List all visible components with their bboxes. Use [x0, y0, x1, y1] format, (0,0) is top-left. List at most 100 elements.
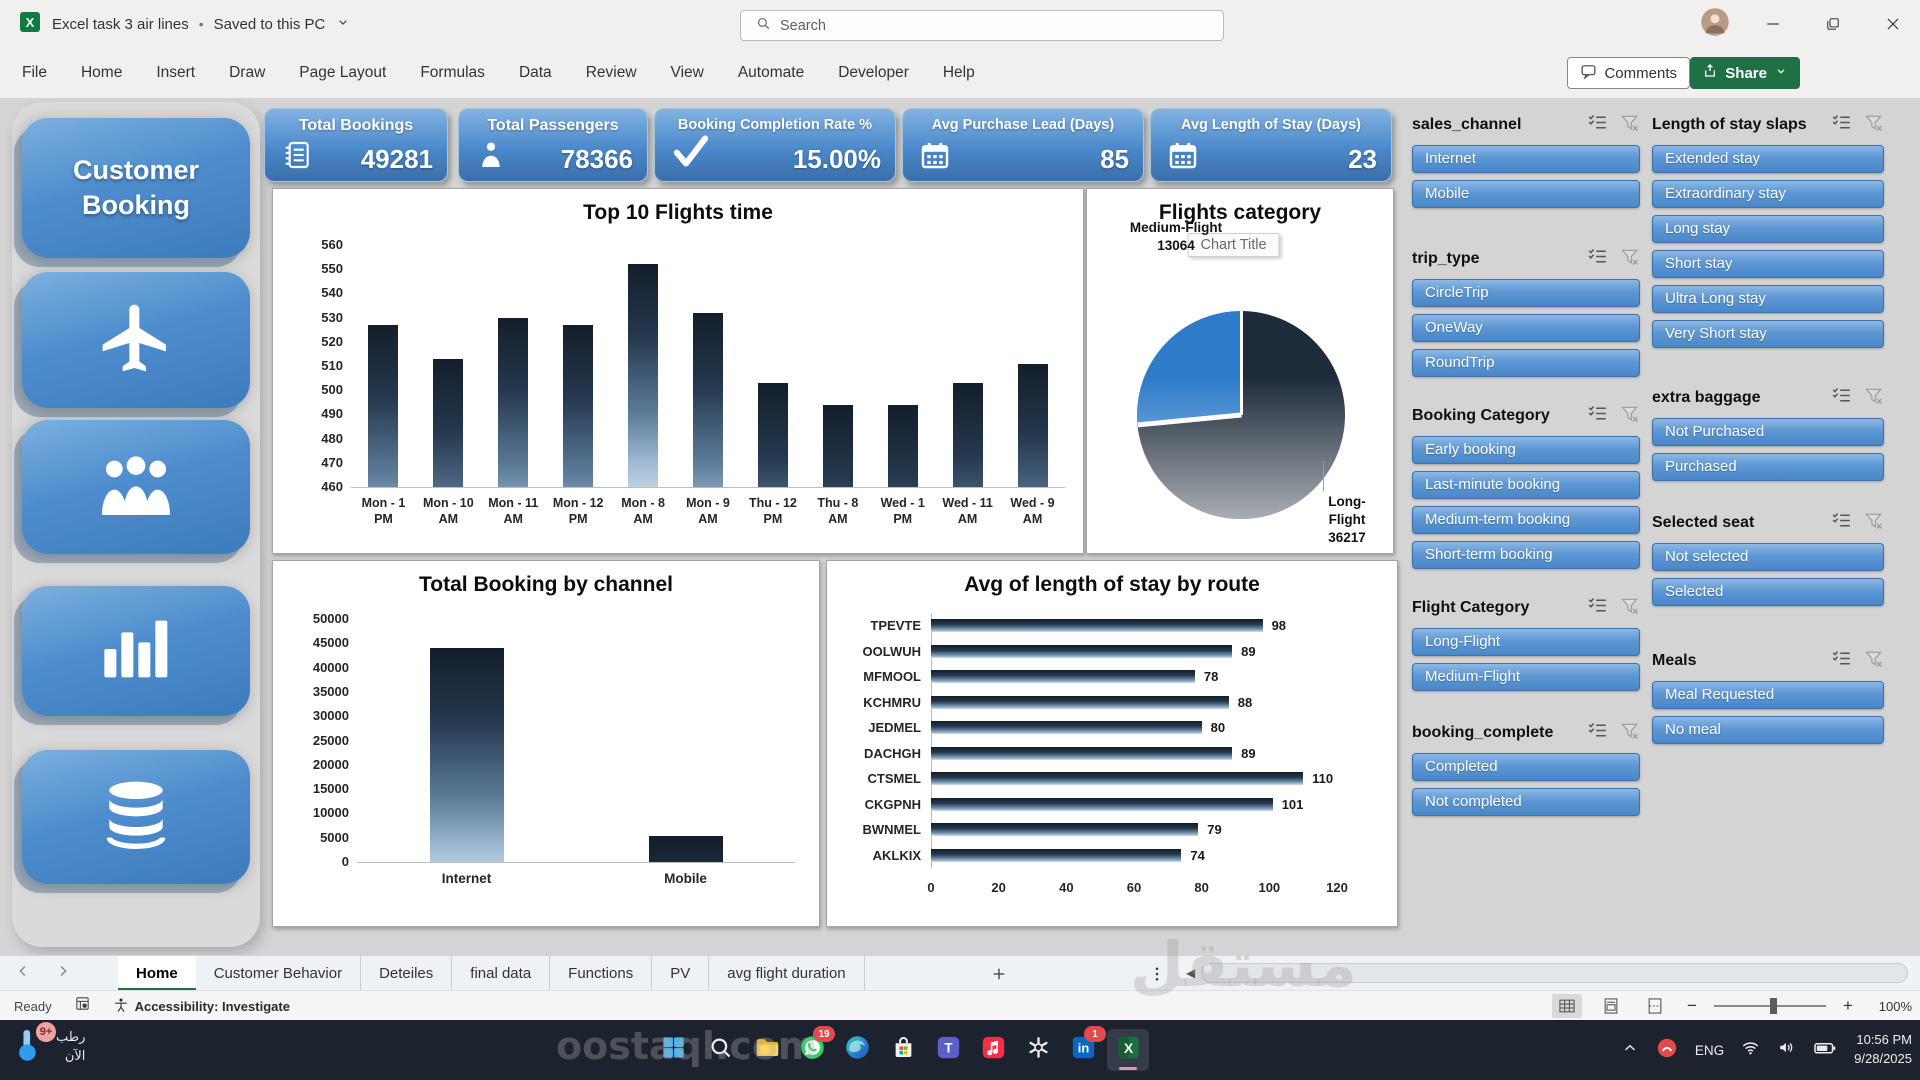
slicer-item-completed[interactable]: Completed [1412, 753, 1640, 781]
share-button[interactable]: Share [1690, 57, 1800, 89]
kpi-card-avg-length-of-stay-days[interactable]: Avg Length of Stay (Days) 23 [1150, 108, 1392, 182]
slicer-item-oneway[interactable]: OneWay [1412, 314, 1640, 342]
sheet-nav-left-icon[interactable] [14, 962, 32, 985]
zoom-in-button[interactable]: + [1843, 996, 1853, 1015]
slicer-item-no-meal[interactable]: No meal [1652, 716, 1884, 744]
slicer-item-short-term-booking[interactable]: Short-term booking [1412, 541, 1640, 569]
slicer-item-purchased[interactable]: Purchased [1652, 453, 1884, 481]
page-layout-view-button[interactable] [1596, 994, 1626, 1018]
accessibility-status[interactable]: Accessibility: Investigate [113, 997, 290, 1016]
sheet-nav-right-icon[interactable] [54, 962, 72, 985]
zoom-level[interactable]: 100% [1878, 998, 1912, 1014]
clear-filter-icon[interactable] [1864, 113, 1884, 138]
wifi-icon[interactable] [1741, 1038, 1760, 1062]
comments-button[interactable]: Comments [1567, 57, 1690, 89]
sheet-tab-deteiles[interactable]: Deteiles [361, 956, 453, 991]
avatar[interactable] [1700, 7, 1730, 42]
ribbon-tab-data[interactable]: Data [518, 64, 552, 81]
bar-kchmru[interactable] [931, 695, 1229, 709]
zoom-slider-handle[interactable] [1770, 998, 1777, 1014]
kpi-card-avg-purchase-lead-days[interactable]: Avg Purchase Lead (Days) 85 [902, 108, 1144, 182]
weather-widget[interactable]: 9+ رطب الآن [10, 1022, 85, 1069]
slicer-item-circletrip[interactable]: CircleTrip [1412, 279, 1640, 307]
bar-thu-8-am[interactable] [822, 404, 853, 487]
bar-mobile[interactable] [648, 836, 723, 862]
scroll-left-icon[interactable]: ◀ [1186, 966, 1196, 980]
taskbar-whatsapp-icon[interactable]: 19 [791, 1026, 835, 1071]
bar-mon-9-am[interactable] [693, 312, 723, 487]
sheet-tab-functions[interactable]: Functions [550, 956, 653, 991]
taskbar-excel-icon[interactable]: X [1107, 1029, 1149, 1071]
taskbar-start-icon[interactable] [652, 1029, 694, 1071]
multi-select-icon[interactable] [1587, 403, 1608, 429]
multi-select-icon[interactable] [1831, 385, 1852, 411]
ribbon-tab-file[interactable]: File [22, 64, 47, 81]
multi-select-icon[interactable] [1831, 510, 1852, 536]
battery-icon[interactable] [1813, 1036, 1837, 1065]
chart-flights-category[interactable]: Flights category Chart Title Medium-Flig… [1086, 188, 1394, 554]
tray-app-icon[interactable] [1656, 1037, 1678, 1064]
bar-wed-1-pm[interactable] [887, 404, 918, 487]
slicer-item-last-minute-booking[interactable]: Last-minute booking [1412, 471, 1640, 499]
sheet-tab-home[interactable]: Home [118, 956, 196, 991]
taskbar-search-icon[interactable] [699, 1029, 741, 1071]
slicer-item-meal-requested[interactable]: Meal Requested [1652, 681, 1884, 709]
language-indicator[interactable]: ENG [1694, 1042, 1725, 1058]
zoom-slider[interactable] [1714, 998, 1826, 1014]
bar-oolwuh[interactable] [931, 644, 1233, 658]
save-status[interactable]: Saved to this PC [213, 15, 326, 33]
slicer-item-very-short-stay[interactable]: Very Short stay [1652, 320, 1884, 348]
bar-ctsmel[interactable] [931, 772, 1304, 786]
slicer-item-selected[interactable]: Selected [1652, 578, 1884, 606]
ribbon-tab-formulas[interactable]: Formulas [420, 64, 485, 81]
ribbon-tab-review[interactable]: Review [585, 64, 637, 81]
ribbon-tab-view[interactable]: View [670, 64, 704, 81]
bar-mon-1-pm[interactable] [368, 324, 399, 487]
slicer-item-long-flight[interactable]: Long-Flight [1412, 628, 1640, 656]
slicer-item-medium-flight[interactable]: Medium-Flight [1412, 663, 1640, 691]
new-sheet-button[interactable] [986, 961, 1012, 987]
sidebar-card-airplane[interactable] [22, 272, 250, 408]
taskbar-chatgpt-icon[interactable] [1017, 1029, 1059, 1071]
taskbar-explorer-icon[interactable] [746, 1029, 788, 1071]
taskbar-linkedin-icon[interactable]: in 1 [1062, 1026, 1106, 1071]
clear-filter-icon[interactable] [1864, 649, 1884, 674]
ribbon-tab-developer[interactable]: Developer [838, 64, 909, 81]
slicer-item-mobile[interactable]: Mobile [1412, 180, 1640, 208]
sheet-options-icon[interactable] [1146, 961, 1168, 987]
clear-filter-icon[interactable] [1620, 113, 1640, 138]
bar-dachgh[interactable] [931, 746, 1233, 760]
macro-record-icon[interactable] [74, 995, 91, 1017]
normal-view-button[interactable] [1552, 994, 1582, 1018]
ribbon-tab-draw[interactable]: Draw [229, 64, 266, 81]
ribbon-tab-page-layout[interactable]: Page Layout [299, 64, 387, 81]
bar-mon-11-am[interactable] [498, 317, 529, 487]
clock[interactable]: 10:56 PM 9/28/2025 [1854, 1031, 1912, 1069]
clear-filter-icon[interactable] [1620, 404, 1640, 429]
multi-select-icon[interactable] [1587, 246, 1608, 272]
chart-booking-by-channel[interactable]: Total Booking by channel 50000 45000 40000… [272, 560, 820, 927]
close-button[interactable] [1876, 7, 1910, 41]
document-title[interactable]: Excel task 3 air lines [52, 15, 189, 33]
scrollbar-thumb[interactable] [1201, 963, 1908, 983]
bar-wed-11-am[interactable] [952, 382, 983, 487]
bar-ckgpnh[interactable] [931, 797, 1273, 811]
clear-filter-icon[interactable] [1620, 247, 1640, 272]
restore-button[interactable] [1816, 7, 1850, 41]
bar-internet[interactable] [429, 648, 504, 862]
slicer-item-long-stay[interactable]: Long stay [1652, 215, 1884, 243]
slicer-item-extended-stay[interactable]: Extended stay [1652, 145, 1884, 173]
bar-jedmel[interactable] [931, 721, 1202, 735]
clear-filter-icon[interactable] [1864, 511, 1884, 536]
slicer-item-extraordinary-stay[interactable]: Extraordinary stay [1652, 180, 1884, 208]
sheet-tab-final-data[interactable]: final data [452, 956, 551, 991]
ribbon-tab-automate[interactable]: Automate [737, 64, 805, 81]
search-input[interactable]: Search [740, 10, 1224, 41]
tray-chevron-up-icon[interactable] [1621, 1039, 1639, 1062]
slicer-item-medium-term-booking[interactable]: Medium-term booking [1412, 506, 1640, 534]
slicer-item-not-purchased[interactable]: Not Purchased [1652, 418, 1884, 446]
slicer-item-roundtrip[interactable]: RoundTrip [1412, 349, 1640, 377]
kpi-card-booking-completion-rate[interactable]: Booking Completion Rate % 15.00% [654, 108, 896, 182]
volume-icon[interactable] [1777, 1038, 1796, 1062]
ribbon-tab-insert[interactable]: Insert [156, 64, 196, 81]
